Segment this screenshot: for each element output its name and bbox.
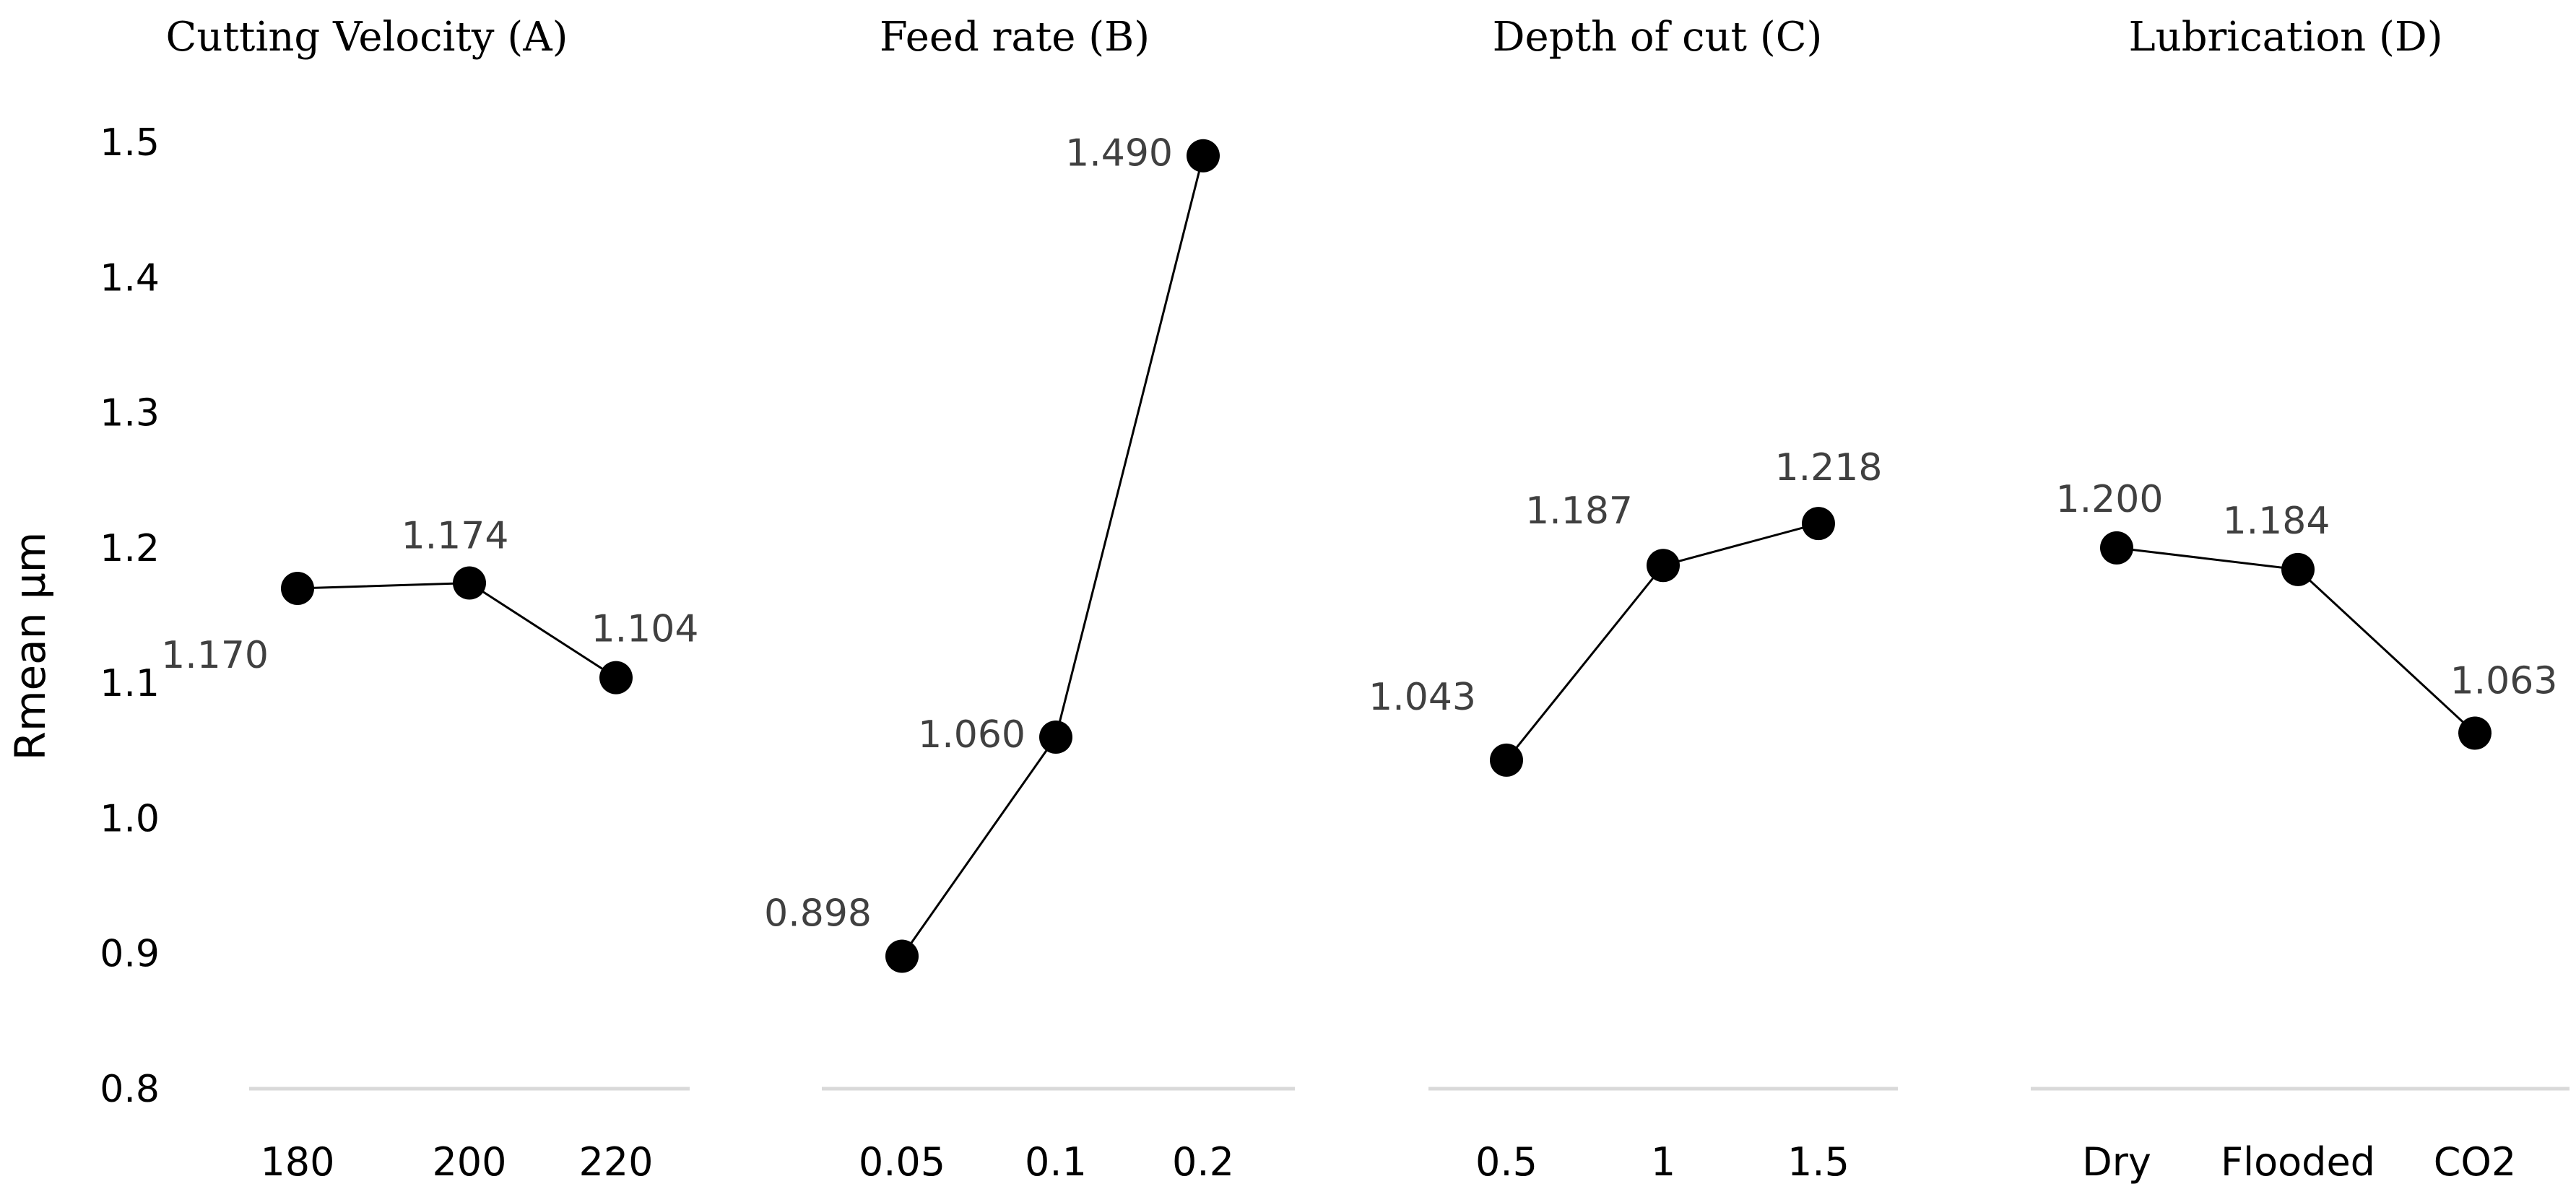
data-label: 1.218	[1775, 446, 1883, 489]
x-tick-label: 1	[1651, 1139, 1675, 1185]
data-label: 1.060	[918, 713, 1025, 757]
x-tick-label: 0.05	[859, 1139, 945, 1185]
panel-3: Depth of cut (C) 1.043 0.5 1.187 1 1.218 1.5	[1369, 14, 1898, 1185]
y-tick-label: 1.4	[100, 256, 160, 300]
y-tick-label: 1.0	[100, 797, 160, 840]
y-tick-label: 1.2	[100, 527, 160, 570]
x-tick-label: Dry	[2082, 1139, 2151, 1185]
data-label: 1.170	[161, 634, 269, 677]
data-point	[1802, 507, 1835, 541]
data-label: 1.104	[591, 608, 699, 651]
data-label: 1.490	[1065, 132, 1173, 175]
x-tick-label: 1.5	[1787, 1139, 1849, 1185]
data-label: 1.043	[1369, 676, 1476, 719]
data-point	[885, 939, 919, 973]
x-tick-label: 200	[432, 1139, 506, 1185]
x-tick-label: CO2	[2434, 1139, 2517, 1185]
x-tick-label: 0.5	[1475, 1139, 1538, 1185]
y-axis-ticks: 0.8 0.9 1.0 1.1 1.2 1.3 1.4 1.5	[100, 121, 160, 1111]
x-tick-label: 0.2	[1172, 1139, 1234, 1185]
panel-2: Feed rate (B) 0.898 0.05 1.060 0.1 1.490 0.2	[764, 14, 1295, 1185]
data-label: 1.187	[1525, 489, 1633, 533]
y-tick-label: 1.1	[100, 662, 160, 705]
panel-1: Cutting Velocity (A) 1.170 180 1.174 200 1.10…	[161, 14, 698, 1185]
x-tick-label: Flooded	[2221, 1139, 2375, 1185]
data-point	[1187, 139, 1220, 173]
panel-title: Feed rate (B)	[880, 14, 1150, 61]
panel-4: Lubrication (D) 1.200 Dry 1.184 Flooded 1.063…	[2031, 14, 2570, 1185]
y-axis-label: Rmean µm	[6, 532, 55, 761]
data-point	[1039, 721, 1072, 754]
panel-title: Cutting Velocity (A)	[166, 14, 568, 61]
series-line	[901, 155, 1205, 957]
data-point	[2281, 552, 2315, 586]
x-tick-label: 220	[578, 1139, 653, 1185]
data-point	[599, 661, 633, 695]
data-label: 1.174	[402, 515, 509, 558]
y-tick-label: 0.8	[100, 1068, 160, 1111]
y-tick-label: 1.3	[100, 392, 160, 435]
y-tick-label: 0.9	[100, 933, 160, 976]
chart-panels: Cutting Velocity (A) 1.170 180 1.174 200 1.10…	[161, 14, 2570, 1185]
data-point	[1490, 743, 1523, 777]
panel-title: Lubrication (D)	[2128, 14, 2442, 61]
data-point	[281, 572, 314, 606]
y-tick-label: 1.5	[100, 121, 160, 165]
data-label: 1.184	[2223, 500, 2330, 543]
data-label: 0.898	[764, 892, 872, 935]
data-label: 1.200	[2056, 478, 2164, 521]
data-label: 1.063	[2450, 659, 2558, 702]
panel-title: Depth of cut (C)	[1493, 14, 1823, 61]
data-point	[1647, 549, 1680, 583]
data-point	[453, 566, 486, 600]
x-tick-label: 0.1	[1025, 1139, 1087, 1185]
data-point	[2100, 531, 2133, 565]
data-point	[2458, 716, 2492, 750]
x-tick-label: 180	[260, 1139, 334, 1185]
series-line	[297, 582, 617, 679]
